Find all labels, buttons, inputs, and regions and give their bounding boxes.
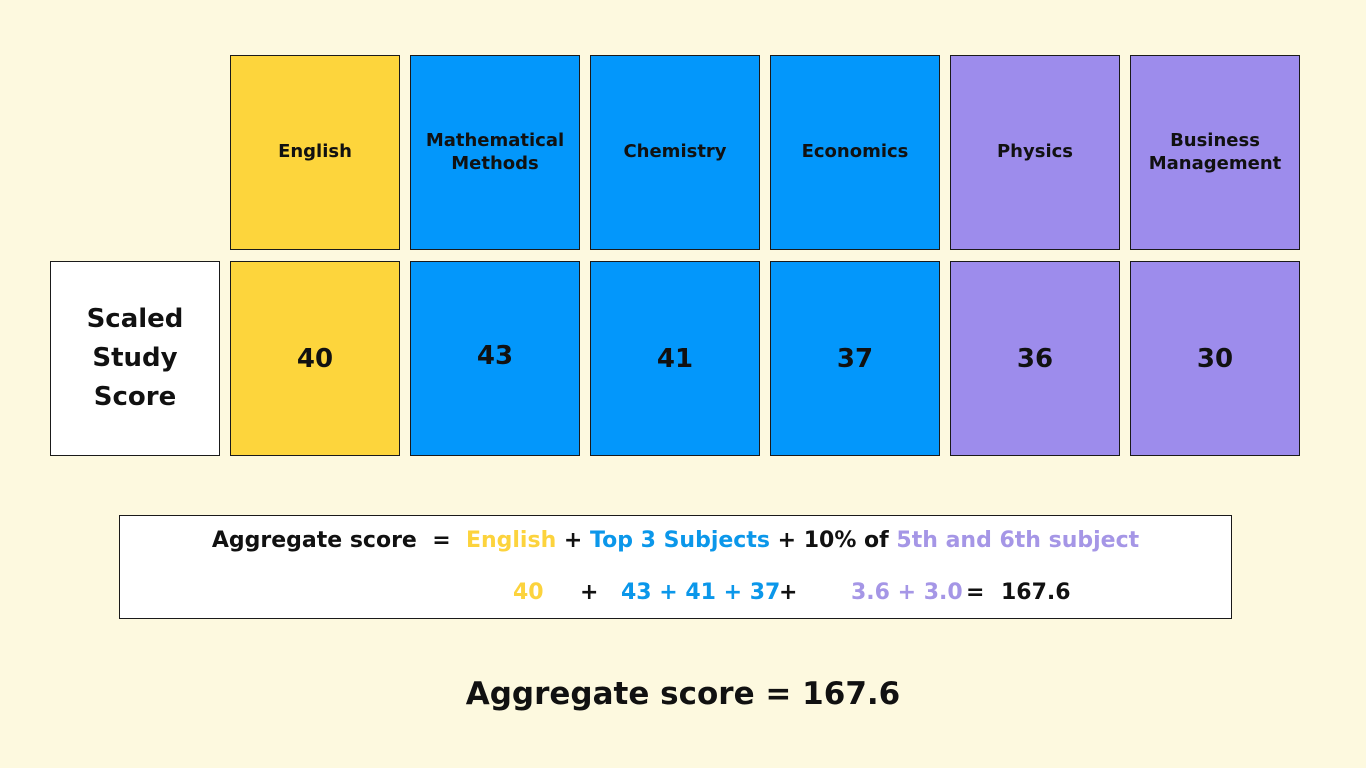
score-economics: 37 <box>836 343 874 374</box>
subject-name-mathematical-methods: Mathematical Methods <box>425 130 565 174</box>
formula-box: Aggregate score = English + Top 3 Subjec… <box>119 515 1232 619</box>
score-mathematical-methods: 43 <box>476 340 514 371</box>
score-cell-mathematical-methods: 43 <box>410 261 580 456</box>
formula-label: Aggregate score <box>211 528 417 553</box>
subject-header-business-management: Business Management <box>1130 55 1300 250</box>
score-physics: 36 <box>1016 343 1054 374</box>
formula-english: English <box>465 528 557 553</box>
subject-header-mathematical-methods: Mathematical Methods <box>410 55 580 250</box>
value-result: 167.6 <box>1001 580 1071 605</box>
score-cell-physics: 36 <box>950 261 1120 456</box>
subject-header-chemistry: Chemistry <box>590 55 760 250</box>
score-chemistry: 41 <box>656 343 694 374</box>
row-label-text: Scaled Study Score <box>86 304 184 412</box>
value-english: 40 <box>513 580 544 605</box>
subject-header-economics: Economics <box>770 55 940 250</box>
value-plus-2: + <box>779 580 798 605</box>
value-equals: = <box>966 580 985 605</box>
formula-top3: Top 3 Subjects <box>590 528 770 553</box>
formula-line: Aggregate score = English + Top 3 Subjec… <box>120 528 1231 553</box>
subject-name-physics: Physics <box>996 141 1073 163</box>
row-label-scaled-study-score: Scaled Study Score <box>50 261 220 456</box>
formula-plus: + <box>563 528 583 553</box>
formula-equals: = <box>432 528 451 553</box>
subject-header-physics: Physics <box>950 55 1120 250</box>
subject-header-english: English <box>230 55 400 250</box>
subject-name-english: English <box>278 141 352 163</box>
final-aggregate-score: Aggregate score = 167.6 <box>465 676 901 712</box>
formula-plus-percent: + 10% of <box>777 528 889 553</box>
formula-fifth-sixth: 5th and 6th subject <box>896 528 1140 553</box>
score-cell-economics: 37 <box>770 261 940 456</box>
score-cell-chemistry: 41 <box>590 261 760 456</box>
score-business-management: 30 <box>1196 343 1234 374</box>
subject-name-economics: Economics <box>801 141 909 163</box>
subject-name-business-management: Business Management <box>1148 130 1282 174</box>
score-english: 40 <box>296 343 334 374</box>
subject-name-chemistry: Chemistry <box>623 141 727 163</box>
value-top3: 43 + 41 + 37 <box>621 580 781 605</box>
score-cell-english: 40 <box>230 261 400 456</box>
score-cell-business-management: 30 <box>1130 261 1300 456</box>
value-plus-1: + <box>580 580 599 605</box>
value-fifth-sixth: 3.6 + 3.0 <box>851 580 963 605</box>
